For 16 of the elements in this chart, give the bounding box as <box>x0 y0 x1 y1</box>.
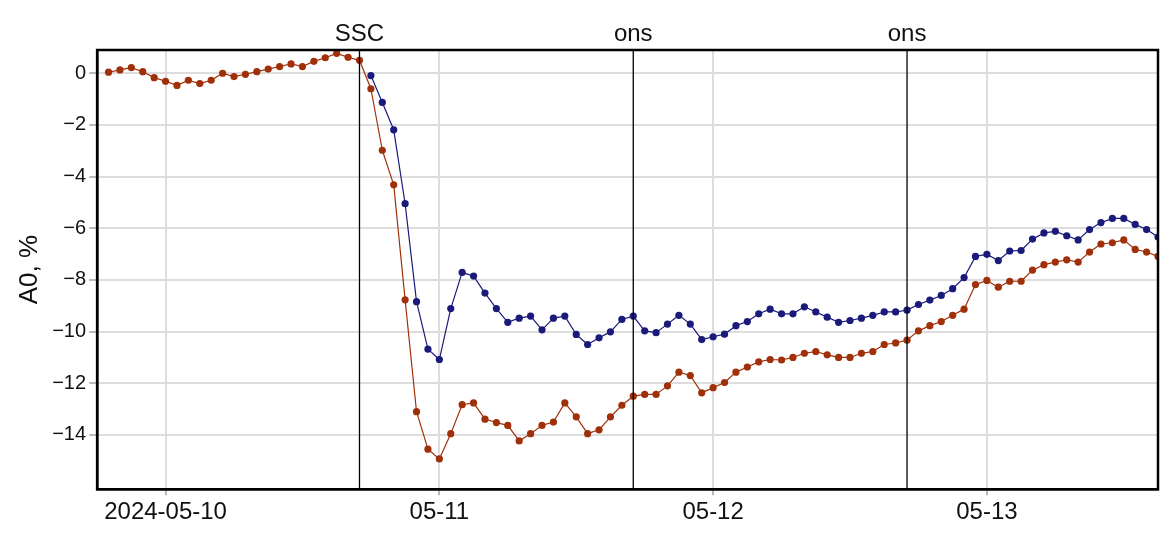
y-axis-title: A0, % <box>12 234 43 305</box>
y-tick-label: −10 <box>52 319 87 342</box>
y-tick-label: −14 <box>52 422 87 445</box>
y-tick-label: −4 <box>63 164 87 187</box>
ref-line-label: SSC <box>334 18 385 46</box>
y-tick-label: −8 <box>63 267 87 290</box>
x-tick-label: 05-12 <box>682 497 744 525</box>
y-tick-label: 0 <box>75 60 87 83</box>
ref-line-label: ons <box>887 18 927 46</box>
y-tick-label: −12 <box>52 370 87 393</box>
x-tick-label: 2024-05-10 <box>104 497 227 525</box>
y-tick-label: −6 <box>63 215 87 238</box>
x-tick-label: 05-13 <box>956 497 1018 525</box>
y-tick-label: −2 <box>63 112 87 135</box>
x-tick-label: 05-11 <box>409 497 470 525</box>
ref-line-label: ons <box>613 18 653 46</box>
